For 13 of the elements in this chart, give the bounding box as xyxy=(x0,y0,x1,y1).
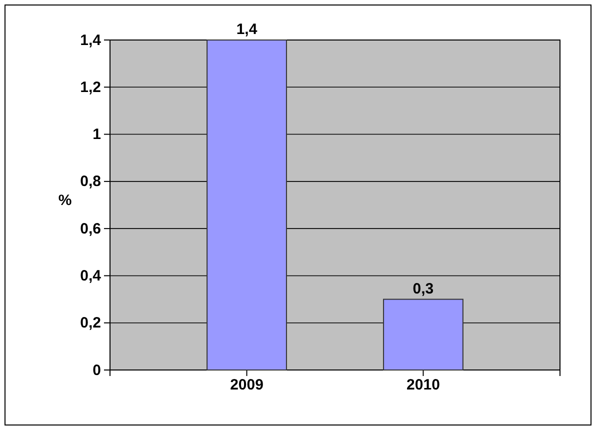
y-tick-label: 0 xyxy=(92,362,101,379)
y-tick-label: 0,8 xyxy=(80,173,101,190)
y-tick-label: 1,2 xyxy=(80,78,101,96)
y-tick-label: 0,2 xyxy=(80,314,101,332)
x-tick-label: 2010 xyxy=(406,376,440,394)
y-tick-label: 0,6 xyxy=(80,220,101,238)
y-tick-label: 1 xyxy=(92,126,101,144)
data-label: 0,3 xyxy=(412,280,434,298)
y-tick-label: 0,4 xyxy=(80,268,102,285)
y-tick-label: 1,4 xyxy=(80,32,102,49)
data-label: 1,4 xyxy=(236,21,258,38)
x-tick-label: 2009 xyxy=(230,376,264,394)
y-axis-title: % xyxy=(58,192,72,209)
